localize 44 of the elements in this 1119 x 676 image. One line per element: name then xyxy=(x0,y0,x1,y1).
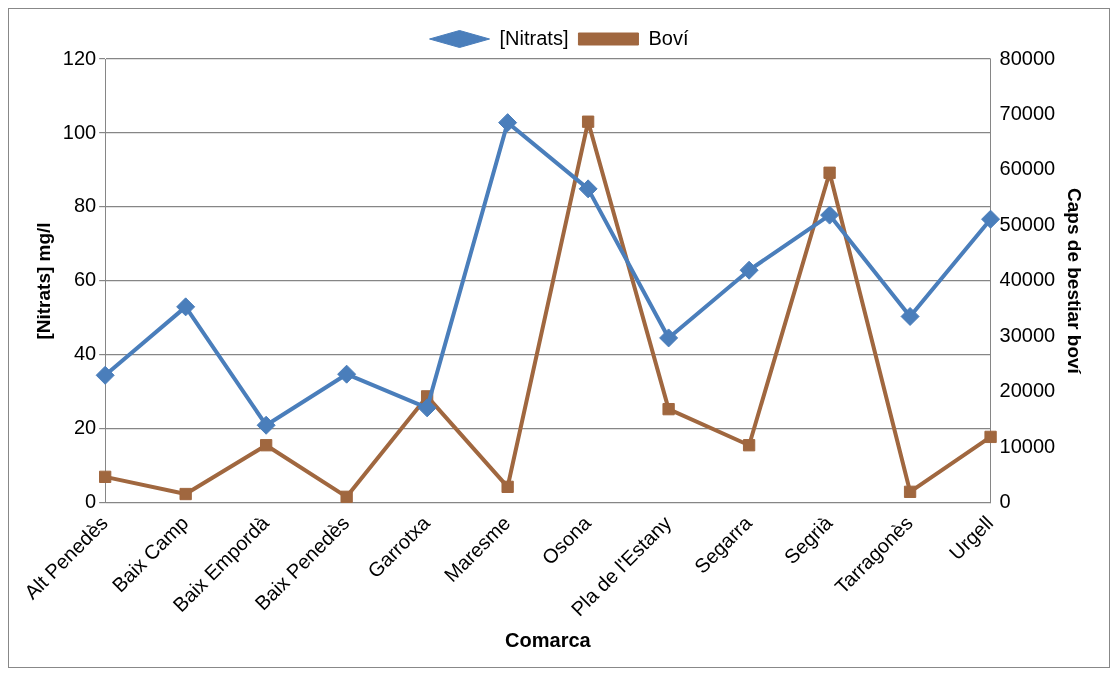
point xyxy=(501,480,514,493)
point xyxy=(417,398,437,418)
point xyxy=(95,365,115,385)
y-tick-label: 80 xyxy=(73,194,97,217)
x-axis-title: Comarca xyxy=(505,628,592,651)
point xyxy=(739,260,759,280)
y-tick-label: 40 xyxy=(73,342,97,365)
point xyxy=(742,439,756,452)
y2-tick-label: 70000 xyxy=(999,102,1056,125)
y2-tick-label: 10000 xyxy=(999,434,1056,457)
y2-tick-label: 30000 xyxy=(999,323,1056,346)
y2-tick-label: 60000 xyxy=(999,157,1056,180)
point xyxy=(176,297,196,317)
legend-label: Boví xyxy=(648,26,689,49)
y2-tick-label: 80000 xyxy=(999,46,1056,69)
y-axis-title: [Nitrats] mg/l xyxy=(32,222,54,340)
point xyxy=(903,485,917,498)
y-tick-label: 100 xyxy=(62,120,97,143)
point xyxy=(820,205,840,225)
point xyxy=(179,487,192,501)
point xyxy=(260,439,273,452)
point xyxy=(99,470,112,483)
y-tick-label: 60 xyxy=(73,268,97,291)
point xyxy=(578,179,598,199)
point xyxy=(340,490,353,503)
y2-tick-label: 20000 xyxy=(999,379,1056,402)
y2-axis-title: Caps de bestiar boví xyxy=(1064,188,1086,375)
legend-label: [Nitrats] xyxy=(499,26,569,49)
y2-tick-label: 0 xyxy=(999,490,1011,513)
y-tick-label: 120 xyxy=(62,46,97,69)
point xyxy=(984,430,997,444)
point xyxy=(900,306,920,326)
y-tick-label: 0 xyxy=(85,490,97,513)
point xyxy=(581,115,595,128)
point xyxy=(498,113,518,133)
point xyxy=(337,364,357,384)
point xyxy=(659,328,679,348)
point xyxy=(981,209,1001,229)
point xyxy=(662,402,675,416)
y-tick-label: 20 xyxy=(73,416,97,439)
point xyxy=(256,415,276,435)
y2-tick-label: 40000 xyxy=(999,268,1056,291)
y2-tick-label: 50000 xyxy=(999,212,1056,235)
point xyxy=(823,166,836,179)
